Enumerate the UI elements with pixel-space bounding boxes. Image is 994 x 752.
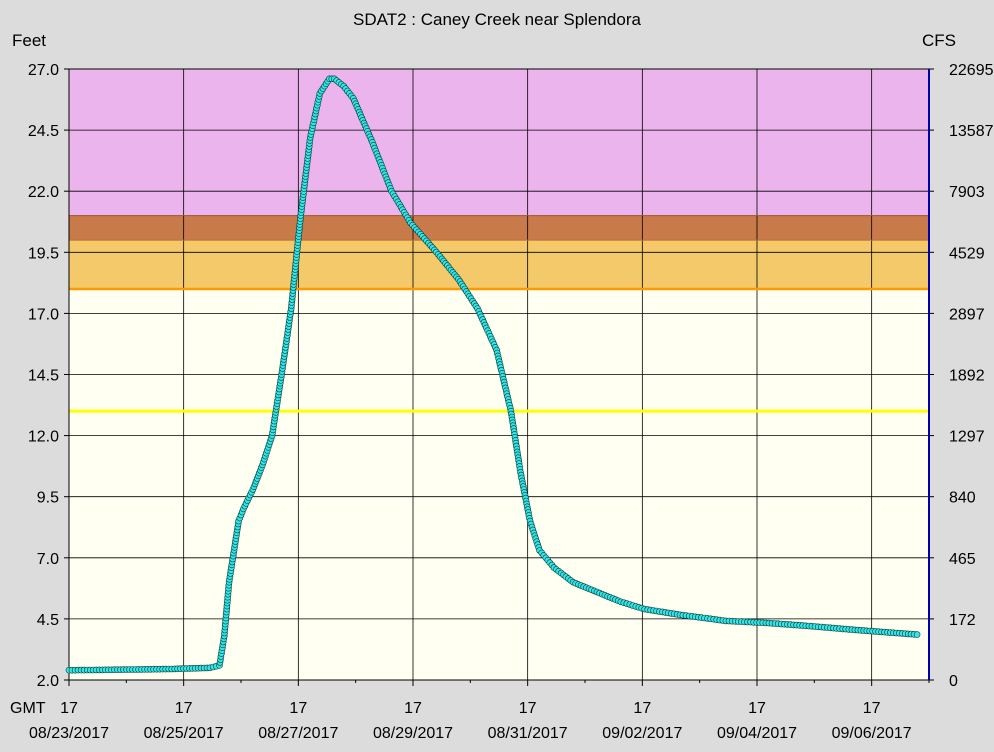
y-tick-label: 9.5	[37, 490, 59, 507]
series-layer	[65, 75, 921, 674]
x-tick-hour: 17	[633, 700, 651, 717]
stage-lines	[69, 215, 929, 413]
y-tick-label: 24.5	[28, 123, 59, 140]
x-tick-date: 08/23/2017	[29, 725, 109, 742]
x-tick-hour: 17	[404, 700, 422, 717]
y-tick-label-right: 172	[949, 612, 976, 629]
x-tick-hour: 17	[519, 700, 537, 717]
y-tick-label-right: 2897	[949, 306, 985, 323]
y-tick-label: 4.5	[37, 612, 59, 629]
stage-band-minor	[69, 240, 929, 289]
y-tick-label-right: 465	[949, 551, 976, 568]
timezone-label: GMT	[10, 700, 46, 717]
y-tick-label-right: 7903	[949, 184, 985, 201]
stage-band-major	[69, 69, 929, 216]
left-axis-label: Feet	[12, 31, 46, 50]
x-tick-date: 08/31/2017	[488, 725, 568, 742]
x-tick-hour: 17	[289, 700, 307, 717]
y-tick-label: 7.0	[37, 551, 59, 568]
x-tick-date: 08/25/2017	[144, 725, 224, 742]
x-tick-hour: 17	[748, 700, 766, 717]
y-tick-label: 27.0	[28, 62, 59, 79]
y-tick-label: 2.0	[37, 673, 59, 690]
y-tick-label-right: 0	[949, 673, 958, 690]
y-tick-label: 19.5	[28, 245, 59, 262]
x-tick-date: 09/04/2017	[717, 725, 797, 742]
y-tick-label-right: 840	[949, 490, 976, 507]
x-tick-hour: 17	[175, 700, 193, 717]
y-tick-label: 14.5	[28, 368, 59, 385]
y-tick-label-right: 1892	[949, 368, 985, 385]
y-tick-label: 22.0	[28, 184, 59, 201]
right-axis-label: CFS	[922, 31, 956, 50]
y-tick-label-right: 1297	[949, 429, 985, 446]
y-tick-label: 17.0	[28, 306, 59, 323]
grid-lines	[69, 69, 929, 680]
y-tick-label-right: 4529	[949, 245, 985, 262]
x-tick-date: 09/06/2017	[832, 725, 912, 742]
x-tick-date: 08/29/2017	[373, 725, 453, 742]
y-tick-label-right: 13587	[949, 123, 994, 140]
x-tick-hour: 17	[863, 700, 881, 717]
x-tick-date: 08/27/2017	[258, 725, 338, 742]
y-tick-label: 12.0	[28, 429, 59, 446]
x-tick-hour: 17	[60, 700, 78, 717]
x-tick-date: 09/02/2017	[602, 725, 682, 742]
y-tick-label-right: 22695	[949, 62, 994, 79]
series-point	[913, 631, 921, 638]
axes	[64, 68, 934, 686]
chart-title: SDAT2 : Caney Creek near Splendora	[353, 10, 641, 29]
stage-band-moderate	[69, 215, 929, 241]
